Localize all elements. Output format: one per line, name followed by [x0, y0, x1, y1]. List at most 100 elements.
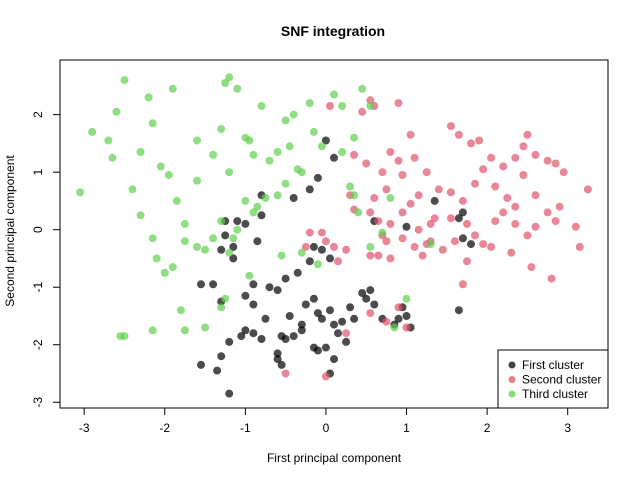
data-point-series-2-22 [249, 150, 258, 159]
data-point-series-0-39 [197, 280, 205, 289]
data-point-series-1-7 [362, 159, 371, 168]
data-point-series-1-62 [511, 202, 520, 211]
data-point-series-0-22 [350, 314, 359, 323]
data-point-series-2-73 [366, 242, 375, 251]
data-point-series-2-58 [116, 332, 125, 341]
data-point-series-1-79 [547, 274, 556, 283]
data-point-series-2-10 [164, 171, 173, 179]
data-point-series-1-88 [394, 303, 403, 312]
data-point-series-1-6 [350, 150, 359, 159]
data-point-series-1-11 [398, 171, 407, 179]
data-point-series-0-3 [225, 337, 234, 346]
data-point-series-1-55 [559, 168, 568, 177]
data-point-series-1-73 [523, 231, 532, 240]
data-point-series-1-66 [555, 202, 564, 211]
data-point-series-0-5 [249, 329, 258, 338]
data-point-series-1-45 [467, 139, 475, 148]
x-tick-label-4: 1 [403, 421, 410, 435]
data-point-series-1-30 [410, 242, 419, 251]
data-point-series-2-70 [346, 182, 355, 191]
data-point-series-1-70 [491, 217, 500, 226]
data-point-series-2-34 [330, 90, 338, 99]
data-point-series-1-25 [426, 219, 435, 228]
data-point-series-0-18 [330, 320, 338, 329]
data-point-series-1-85 [438, 245, 447, 254]
data-point-series-1-8 [378, 168, 387, 177]
data-point-series-2-17 [221, 79, 230, 87]
data-point-series-2-8 [148, 119, 157, 128]
data-point-series-0-15 [313, 309, 322, 318]
y-axis: -3 -2 -1 0 1 2 [31, 111, 61, 408]
data-point-series-2-49 [201, 245, 210, 254]
data-point-series-2-32 [309, 127, 318, 136]
y-tick-label-4: 1 [31, 169, 45, 176]
data-point-series-0-26 [370, 300, 379, 309]
data-point-series-2-76 [402, 294, 411, 303]
data-point-series-2-45 [233, 225, 242, 234]
data-point-series-2-68 [297, 248, 306, 257]
data-point-series-1-76 [571, 222, 580, 231]
data-point-series-0-2 [217, 352, 226, 361]
data-point-series-1-82 [487, 242, 496, 251]
data-point-series-0-65 [430, 196, 439, 205]
y-tick-label-0: -3 [31, 397, 45, 408]
data-point-series-0-79 [342, 337, 351, 346]
data-point-series-1-9 [386, 148, 395, 156]
data-point-series-2-41 [261, 194, 270, 202]
data-point-series-1-17 [366, 208, 375, 217]
data-point-series-2-75 [386, 194, 395, 202]
data-point-series-0-68 [458, 234, 467, 243]
data-point-series-0-75 [249, 300, 258, 309]
data-point-series-2-12 [172, 196, 181, 205]
data-point-series-1-16 [370, 194, 379, 202]
data-point-series-1-51 [523, 130, 532, 139]
data-point-series-0-10 [285, 312, 294, 320]
data-point-series-1-92 [342, 329, 351, 338]
data-point-series-2-1 [88, 127, 97, 136]
data-point-series-2-14 [193, 136, 201, 145]
data-point-series-2-43 [249, 208, 258, 217]
data-point-series-2-72 [354, 208, 363, 217]
data-point-series-0-60 [313, 173, 322, 182]
data-point-series-2-39 [281, 179, 290, 188]
data-point-series-1-87 [450, 237, 459, 246]
data-point-series-2-6 [136, 148, 145, 156]
data-point-series-2-53 [160, 268, 169, 277]
data-point-series-2-4 [120, 76, 129, 85]
data-point-series-0-53 [229, 242, 238, 251]
legend-marker-1 [508, 376, 516, 383]
data-point-series-2-18 [225, 73, 234, 82]
data-point-series-0-17 [326, 306, 334, 315]
data-point-series-0-13 [301, 300, 310, 309]
data-point-series-2-26 [281, 116, 290, 125]
data-point-series-1-34 [374, 251, 383, 260]
data-point-series-2-44 [241, 196, 250, 205]
data-point-series-0-55 [241, 219, 250, 228]
data-point-series-0-45 [281, 274, 290, 283]
data-point-series-2-7 [144, 93, 153, 102]
data-point-series-2-66 [245, 271, 254, 280]
legend-label-2: Third cluster [522, 387, 588, 401]
data-point-series-1-94 [321, 372, 330, 381]
data-point-series-1-91 [366, 309, 375, 318]
data-point-series-2-59 [148, 326, 157, 335]
data-point-series-0-0 [225, 389, 234, 398]
data-point-series-1-44 [454, 130, 463, 139]
data-point-series-2-5 [128, 185, 137, 194]
data-point-series-2-62 [201, 323, 210, 332]
data-point-series-0-81 [217, 245, 226, 254]
data-point-series-0-64 [402, 222, 411, 231]
y-tick-label-5: 2 [31, 111, 45, 118]
data-point-series-2-69 [313, 260, 322, 269]
data-point-series-1-68 [471, 231, 479, 240]
data-point-series-1-89 [382, 317, 391, 326]
data-point-series-2-15 [209, 150, 218, 159]
data-point-series-1-28 [382, 237, 391, 246]
data-point-series-1-5 [406, 130, 415, 139]
data-point-series-1-40 [321, 237, 330, 246]
data-point-series-1-14 [434, 185, 443, 194]
data-point-series-1-39 [317, 228, 326, 237]
data-point-series-1-26 [430, 214, 439, 223]
data-point-series-0-73 [197, 360, 205, 369]
